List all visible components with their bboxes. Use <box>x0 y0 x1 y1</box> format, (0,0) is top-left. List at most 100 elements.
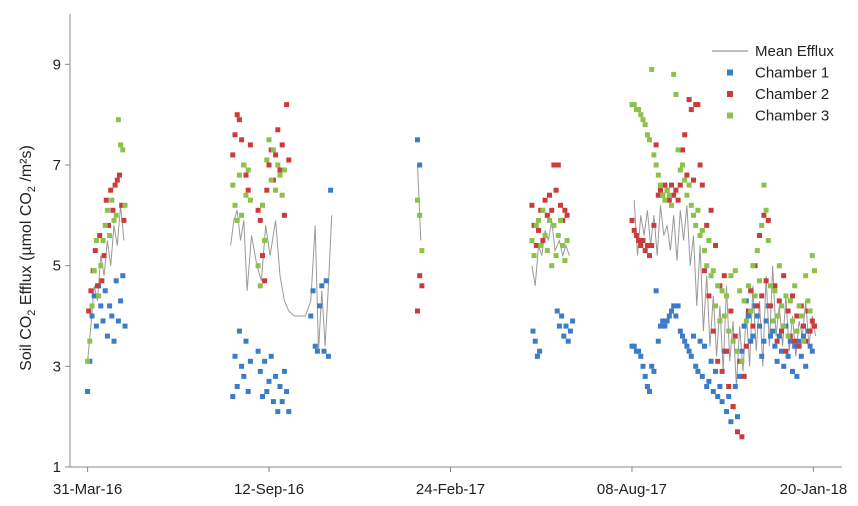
data-point <box>537 348 543 354</box>
data-point <box>743 343 749 349</box>
x-tick-label: 12-Sep-16 <box>234 481 304 498</box>
data-point <box>319 283 325 289</box>
legend-item: Mean Efflux <box>712 43 834 60</box>
data-point <box>266 162 272 168</box>
data-point <box>768 303 773 309</box>
data-point <box>245 389 251 394</box>
data-point <box>275 162 281 168</box>
data-point <box>92 248 98 254</box>
data-point <box>562 207 568 213</box>
data-point <box>717 318 723 324</box>
data-point <box>230 152 236 158</box>
legend-label: Mean Efflux <box>755 43 834 60</box>
data-point <box>415 137 420 143</box>
data-point <box>93 323 99 329</box>
data-point <box>807 308 813 314</box>
y-axis-ticks: 1 3 5 7 9 <box>53 56 70 476</box>
data-point <box>257 217 263 223</box>
data-point <box>776 263 782 269</box>
data-point <box>86 308 92 314</box>
data-point <box>649 363 655 369</box>
data-point <box>779 348 784 354</box>
data-point <box>710 328 716 334</box>
data-point <box>529 202 535 208</box>
data-point <box>644 243 650 248</box>
data-point <box>241 373 247 379</box>
data-point <box>268 177 274 183</box>
data-point <box>770 328 776 334</box>
data-point <box>708 358 714 364</box>
data-point <box>101 253 107 259</box>
data-point <box>715 283 721 289</box>
data-point <box>759 353 765 359</box>
legend-label: Chamber 1 <box>755 65 829 82</box>
data-point <box>671 192 677 198</box>
data-point <box>314 348 320 354</box>
data-point <box>273 373 279 379</box>
data-point <box>783 348 789 354</box>
data-point <box>792 338 798 344</box>
data-point <box>666 197 672 203</box>
data-point <box>636 348 642 354</box>
data-point <box>776 333 782 339</box>
data-point <box>790 368 795 374</box>
data-point <box>647 389 652 394</box>
data-point <box>726 394 732 399</box>
data-point <box>534 353 540 359</box>
data-point <box>673 187 679 193</box>
data-point <box>691 177 696 183</box>
data-point <box>277 384 283 389</box>
data-point <box>255 207 261 213</box>
data-point <box>241 162 247 168</box>
data-point <box>536 217 541 223</box>
data-point <box>695 102 701 108</box>
data-point <box>653 288 659 294</box>
data-point <box>555 233 561 238</box>
data-point <box>262 278 268 284</box>
data-point <box>558 217 563 223</box>
data-point <box>275 127 281 133</box>
data-point <box>693 363 699 369</box>
data-point <box>239 363 245 369</box>
data-point <box>562 258 568 264</box>
data-point <box>558 202 563 208</box>
data-point <box>724 293 729 299</box>
data-point <box>664 318 670 324</box>
data-point <box>544 212 550 218</box>
data-point <box>750 323 756 329</box>
data-point <box>754 303 760 309</box>
plot-area <box>85 66 817 440</box>
data-point <box>529 238 535 243</box>
data-point <box>803 363 809 369</box>
data-point <box>658 323 663 329</box>
data-point <box>247 197 253 203</box>
data-point <box>713 368 718 374</box>
data-point <box>91 293 97 299</box>
data-point <box>239 212 245 218</box>
data-point <box>792 343 798 349</box>
legend-item: Chamber 2 <box>727 86 829 103</box>
data-point <box>544 248 550 254</box>
data-point <box>688 107 694 113</box>
data-point <box>664 187 670 193</box>
data-point <box>809 318 815 324</box>
data-point <box>673 313 679 319</box>
data-point <box>649 66 655 72</box>
data-point <box>781 363 787 369</box>
data-point <box>765 217 771 223</box>
data-point <box>702 248 707 254</box>
data-point <box>655 172 661 178</box>
data-point <box>98 263 104 269</box>
data-point <box>122 323 128 329</box>
data-point <box>660 192 666 198</box>
data-point <box>270 399 276 405</box>
data-point <box>746 313 751 319</box>
data-point <box>785 308 791 314</box>
data-point <box>796 338 802 344</box>
data-point <box>257 283 263 289</box>
data-point <box>807 343 813 349</box>
data-point <box>757 323 762 329</box>
data-point <box>239 137 245 143</box>
data-point <box>236 117 242 123</box>
data-point <box>245 187 251 193</box>
